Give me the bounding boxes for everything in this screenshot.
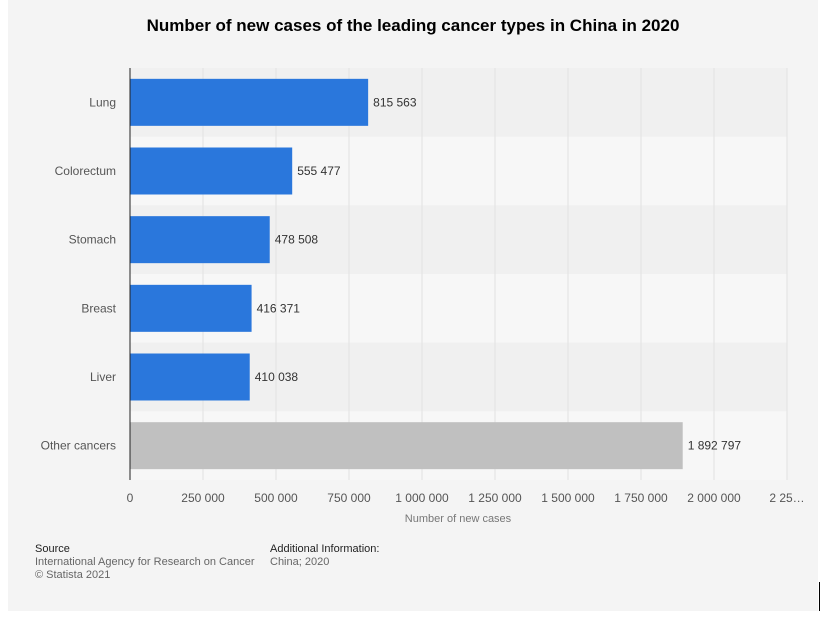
category-labels: Lung Colorectum Stomach Breast Liver Other ca… xyxy=(41,95,117,452)
value-label: 416 371 xyxy=(257,301,301,315)
chart-title: Number of new cases of the leading cance… xyxy=(146,16,680,35)
x-tick-label: 1 250 000 xyxy=(468,491,522,505)
copyright-line: © Statista 2021 xyxy=(35,569,111,581)
bar-stomach xyxy=(130,216,270,264)
x-tick-label: 0 xyxy=(127,491,134,505)
bar-breast xyxy=(130,284,252,332)
category-label: Other cancers xyxy=(41,439,116,453)
x-tick-label: 750 000 xyxy=(327,491,371,505)
value-label: 815 563 xyxy=(373,95,417,109)
bars xyxy=(130,78,683,470)
bar-liver xyxy=(130,353,250,401)
row-bands xyxy=(130,68,787,480)
value-label: 478 508 xyxy=(275,233,319,247)
x-tick-label: 250 000 xyxy=(181,491,225,505)
x-tick-label: 1 750 000 xyxy=(614,491,668,505)
category-label: Liver xyxy=(90,370,116,384)
value-label: 555 477 xyxy=(297,164,341,178)
value-labels: 815 563 555 477 478 508 416 371 410 038 1 892… xyxy=(255,95,742,452)
category-label: Lung xyxy=(89,95,116,109)
category-label: Colorectum xyxy=(55,164,116,178)
info-block: Additional Information: China; 2020 xyxy=(270,543,379,569)
bar-other-cancers xyxy=(130,422,683,470)
value-label: 1 892 797 xyxy=(688,439,742,453)
edge-line xyxy=(819,582,820,611)
category-label: Breast xyxy=(81,301,116,315)
x-tick-labels: 0 250 000 500 000 750 000 1 000 000 1 250 000… xyxy=(127,491,805,505)
bar-lung xyxy=(130,78,369,126)
x-tick-label: 1 000 000 xyxy=(395,491,449,505)
x-tick-label: 2 25… xyxy=(769,491,804,505)
source-line: International Agency for Research on Can… xyxy=(35,556,255,568)
category-label: Stomach xyxy=(69,233,116,247)
source-heading: Source xyxy=(35,543,70,555)
info-line: China; 2020 xyxy=(270,556,330,568)
value-label: 410 038 xyxy=(255,370,299,384)
x-tick-label: 1 500 000 xyxy=(541,491,595,505)
gridlines xyxy=(202,68,788,480)
x-axis-label: Number of new cases xyxy=(405,513,512,525)
source-block: Source International Agency for Research… xyxy=(35,543,255,582)
bar-colorectum xyxy=(130,147,293,195)
x-tick-label: 500 000 xyxy=(254,491,298,505)
info-heading: Additional Information: xyxy=(270,543,380,555)
x-tick-label: 2 000 000 xyxy=(687,491,741,505)
